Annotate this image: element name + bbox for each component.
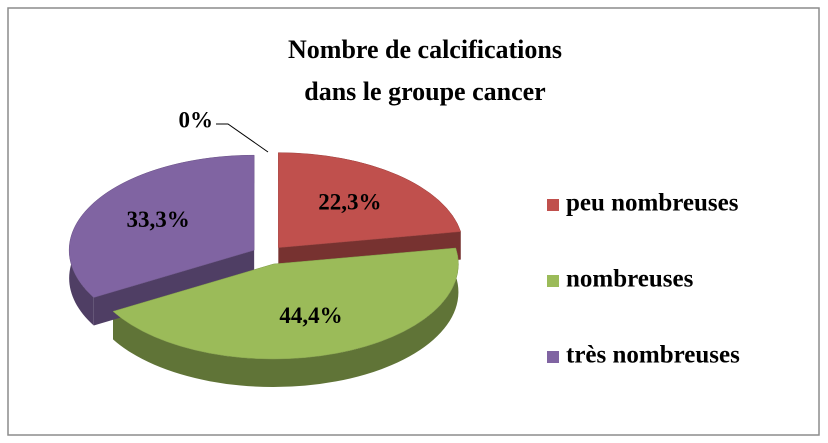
leader-line (216, 123, 269, 153)
chart-title: dans le groupe cancer (304, 77, 545, 106)
data-label: 22,3% (318, 189, 381, 214)
pie-slice (112, 247, 459, 360)
legend-swatch (547, 199, 559, 211)
legend-label: très nombreuses (566, 342, 740, 369)
pie-slice (68, 154, 255, 298)
slice-wall (113, 247, 459, 388)
data-label: 33,3% (126, 207, 189, 232)
legend-label: nombreuses (566, 266, 694, 293)
legend-swatch (547, 275, 559, 287)
legend-swatch (547, 351, 559, 363)
data-label: 0% (179, 107, 214, 132)
legend-label: peu nombreuses (566, 190, 739, 217)
data-label: 44,4% (279, 303, 342, 328)
pie-slice (278, 152, 461, 248)
chart-title: Nombre de calcifications (288, 35, 562, 64)
